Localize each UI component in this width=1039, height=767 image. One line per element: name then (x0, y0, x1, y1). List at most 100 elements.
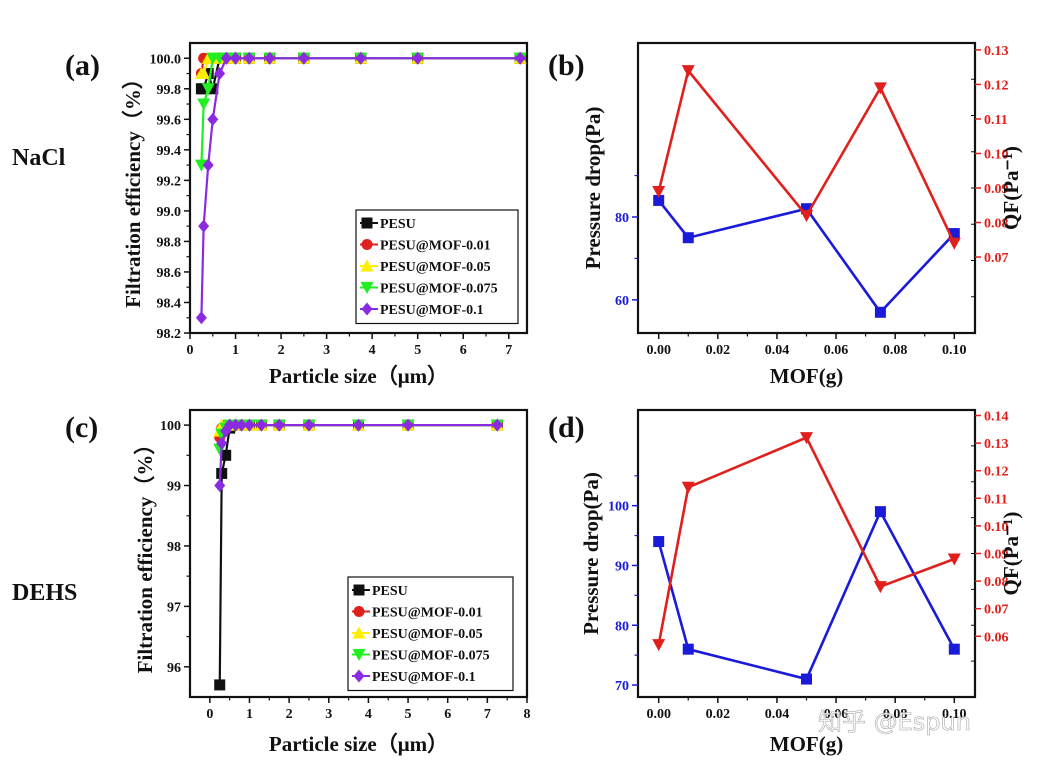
data-point (801, 673, 812, 685)
data-point (243, 418, 255, 432)
panel-label: (d) (548, 411, 585, 444)
y-tick-label: 98.2 (157, 327, 182, 342)
x-axis-label: Particle size（μm） (269, 732, 448, 756)
data-point (874, 306, 886, 318)
y-tick-label: 100 (160, 419, 181, 434)
x-tick-label: 0.00 (646, 343, 671, 358)
watermark: 知乎 @Espun (818, 708, 971, 736)
x-axis-label: MOF(g) (770, 732, 843, 756)
data-point (264, 51, 276, 65)
legend-label: PESU@MOF-0.01 (372, 606, 483, 621)
x-tick-label: 0.06 (824, 707, 849, 722)
y-axis-label: Filtration efficiency（%） (133, 434, 157, 674)
data-point (197, 98, 211, 111)
legend-marker (361, 239, 373, 250)
y-tick-label: 98.6 (157, 266, 182, 281)
panel-label: (c) (65, 411, 98, 444)
legend-label: PESU@MOF-0.05 (380, 260, 491, 275)
y2-tick-label: 0.09 (984, 548, 1009, 563)
legend-box (355, 209, 519, 325)
x-tick-label: 5 (414, 343, 421, 358)
data-point (255, 418, 267, 432)
y-axis-label: Pressure drop(Pa) (579, 472, 603, 635)
data-point (873, 581, 887, 594)
x-tick-label: 0 (206, 707, 213, 722)
y2-axis-label: QF(Pa⁻¹) (999, 146, 1023, 230)
y-tick-label: 100 (608, 500, 629, 515)
y-tick-label: 60 (615, 294, 629, 309)
y2-tick-label: 0.06 (984, 630, 1009, 645)
y2-tick-label: 0.08 (984, 575, 1009, 590)
y-tick-label: 97 (167, 600, 181, 615)
x-tick-label: 2 (286, 707, 293, 722)
data-point (652, 185, 666, 198)
panel-b: (b) 0.00 0.02 0.04 0.06 0.08 0.10 60 80 0.07 0.08 0… (548, 41, 1023, 388)
legend-box (347, 576, 514, 692)
y2-tick-label: 0.07 (984, 603, 1009, 618)
y2-tick-label: 0.10 (984, 520, 1009, 535)
legend-marker (353, 669, 365, 683)
data-point (653, 536, 665, 548)
legend-label: PESU@MOF-0.075 (372, 649, 490, 664)
x-tick-label: 4 (369, 343, 376, 358)
data-point (220, 51, 232, 65)
y-tick-label: 99 (167, 480, 181, 495)
y-tick-label: 99.4 (157, 144, 182, 159)
series-group (194, 51, 527, 325)
y2-tick-label: 0.12 (984, 78, 1009, 93)
legend-marker (353, 584, 365, 596)
legend-marker (353, 606, 365, 617)
x-tick-label: 0.00 (646, 707, 671, 722)
x-tick-label: 0.02 (706, 343, 731, 358)
x-tick-label: 3 (323, 343, 330, 358)
data-point (214, 679, 226, 691)
row-label-dehs: DEHS (12, 580, 77, 606)
data-point (230, 51, 242, 65)
data-point (491, 418, 503, 432)
data-point (216, 467, 228, 479)
data-point (207, 112, 219, 126)
data-point (194, 159, 208, 172)
panel-label: (b) (548, 49, 585, 82)
y2-axis-label: QF(Pa⁻¹) (999, 512, 1023, 596)
data-point (402, 418, 414, 432)
data-point (201, 83, 215, 96)
legend-label: PESU@MOF-0.075 (380, 282, 498, 297)
data-point (874, 506, 886, 518)
x-tick-label: 1 (246, 707, 253, 722)
data-point (801, 203, 812, 215)
y2-tick-label: 0.07 (984, 251, 1009, 266)
y2-tick-label: 0.08 (984, 217, 1009, 232)
x-axis-label: Particle size（μm） (269, 364, 448, 388)
data-point (800, 210, 813, 223)
x-tick-label: 0.10 (942, 707, 967, 722)
x-tick-label: 3 (325, 707, 332, 722)
x-tick-label: 2 (278, 343, 285, 358)
x-tick-label: 0.02 (706, 707, 731, 722)
data-point (653, 194, 665, 206)
data-point (873, 82, 887, 95)
y-tick-label: 96 (167, 661, 181, 676)
x-tick-label: 7 (505, 343, 512, 358)
data-point (207, 83, 219, 95)
data-point (198, 219, 210, 233)
x-axis-label: MOF(g) (770, 364, 843, 388)
data-point (202, 158, 214, 172)
data-point (230, 418, 242, 432)
data-point (273, 418, 285, 432)
legend-marker (360, 259, 374, 272)
legend-label: PESU@MOF-0.1 (372, 670, 476, 685)
legend-label: PESU (380, 217, 416, 232)
series-line-3 (200, 57, 521, 166)
y-tick-label: 100.0 (150, 52, 182, 67)
x-tick-label: 5 (405, 707, 412, 722)
y-tick-label: 80 (615, 619, 629, 634)
y-tick-label: 98.8 (157, 235, 182, 250)
series-line-1 (657, 435, 955, 645)
data-point (236, 418, 248, 432)
x-tick-label: 7 (484, 707, 491, 722)
row-label-nacl: NaCl (12, 145, 66, 171)
legend-label: PESU@MOF-0.05 (372, 627, 483, 642)
panel-a: (a) 0 1 2 3 4 5 6 7 98.2 98.4 98.6 98.8 99.0 99.2 99.4 9… (65, 41, 529, 388)
data-point (195, 311, 207, 325)
